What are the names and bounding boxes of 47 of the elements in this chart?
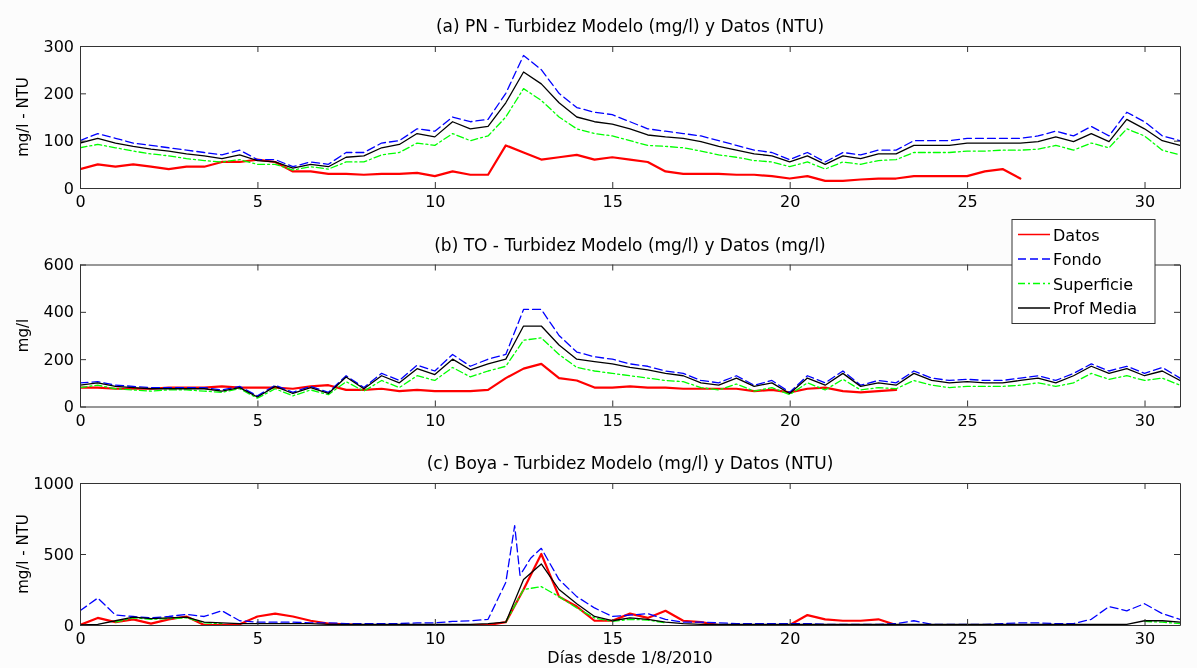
y-tick-label: 600 bbox=[43, 255, 74, 275]
y-tick-label: 200 bbox=[43, 349, 74, 369]
legend-label: Datos bbox=[1053, 225, 1100, 245]
y-tick-label: 400 bbox=[43, 302, 74, 322]
x-tick-label: 30 bbox=[1134, 410, 1156, 430]
legend-label: Fondo bbox=[1053, 250, 1102, 269]
y-tick-label: 1000 bbox=[33, 473, 74, 493]
chart-title: (b) TO - Turbidez Modelo (mg/l) y Datos (mg/l) bbox=[434, 234, 826, 255]
y-tick-label: 200 bbox=[43, 83, 74, 103]
line-series bbox=[80, 54, 1180, 168]
y-axis-title: mg/l - NTU bbox=[14, 514, 32, 594]
x-tick-label: 30 bbox=[1134, 192, 1156, 212]
y-tick-label: 0 bbox=[63, 397, 74, 417]
x-tick-label: 10 bbox=[425, 192, 446, 212]
x-tick-label: 20 bbox=[780, 410, 801, 430]
x-tick-label: 20 bbox=[780, 629, 801, 649]
y-tick-label: 100 bbox=[43, 131, 74, 151]
line-series bbox=[80, 87, 1180, 171]
line-series bbox=[80, 362, 898, 394]
x-tick-label: 25 bbox=[957, 192, 978, 212]
x-tick-label: 5 bbox=[252, 629, 264, 649]
line-series bbox=[80, 325, 1180, 398]
x-tick-label: 5 bbox=[252, 410, 264, 430]
x-tick-label: 25 bbox=[957, 410, 978, 430]
x-tick-label: 10 bbox=[425, 410, 446, 430]
x-tick-label: 15 bbox=[602, 192, 623, 212]
y-tick-label: 500 bbox=[43, 544, 74, 564]
legend-label: Superficie bbox=[1053, 274, 1134, 294]
x-axis-title: Días desde 1/8/2010 bbox=[547, 648, 713, 667]
y-axis-title: mg/l - NTU bbox=[14, 77, 32, 157]
x-tick-label: 15 bbox=[602, 410, 623, 430]
line-series bbox=[80, 144, 1022, 182]
chart-title: (c) Boya - Turbidez Modelo (mg/l) y Datos (NTU) bbox=[426, 453, 834, 473]
line-series bbox=[80, 337, 1180, 399]
chart-title: (a) PN - Turbidez Modelo (mg/l) y Datos (NTU) bbox=[435, 16, 825, 36]
legend-label: Prof Media bbox=[1053, 299, 1138, 318]
x-tick-label: 10 bbox=[425, 629, 446, 649]
x-tick-label: 15 bbox=[602, 629, 623, 649]
x-tick-label: 5 bbox=[252, 192, 264, 212]
y-tick-label: 300 bbox=[43, 36, 74, 56]
x-tick-label: 30 bbox=[1134, 629, 1156, 649]
line-series bbox=[80, 71, 1180, 169]
y-axis-title: mg/l bbox=[14, 318, 32, 353]
y-tick-label: 0 bbox=[63, 178, 74, 198]
x-tick-label: 20 bbox=[780, 192, 801, 212]
x-tick-label: 25 bbox=[957, 629, 978, 649]
y-tick-label: 0 bbox=[63, 615, 74, 635]
